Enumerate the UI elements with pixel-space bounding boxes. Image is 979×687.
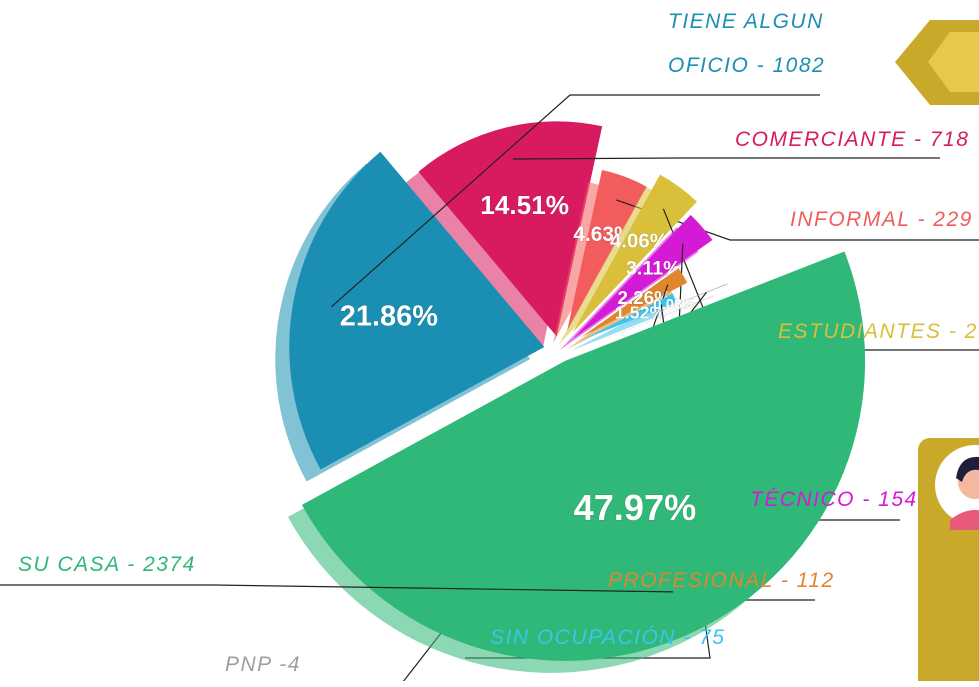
value-label: 0.08% bbox=[653, 297, 695, 313]
pie-slice bbox=[580, 268, 688, 338]
category-label: ESTUDIANTES - 201 bbox=[778, 320, 979, 343]
category-label: TÉCNICO - 154 bbox=[750, 488, 918, 511]
pie-slice bbox=[418, 121, 603, 337]
pie-slice bbox=[583, 293, 677, 340]
decor-chevron-inner bbox=[928, 32, 979, 92]
leader-line bbox=[330, 94, 820, 308]
category-label: INFORMAL - 229 bbox=[790, 208, 973, 231]
category-label: PNP -4 bbox=[225, 653, 301, 676]
value-label: 3.11% bbox=[626, 257, 681, 279]
value-label: 47.97% bbox=[574, 487, 697, 528]
pie-slice bbox=[573, 214, 713, 339]
pie-slice bbox=[301, 251, 866, 661]
pie-slice bbox=[587, 283, 728, 339]
value-label: 1.52% bbox=[615, 302, 666, 322]
pie-slice bbox=[567, 170, 647, 332]
category-label: SIN OCUPACIÓN - 75 bbox=[490, 626, 726, 649]
category-label: COMERCIANTE - 718 bbox=[735, 128, 970, 151]
category-label: SU CASA - 2374 bbox=[18, 553, 196, 576]
leader-line bbox=[512, 157, 940, 160]
leader-line bbox=[0, 584, 674, 593]
value-label: 14.51% bbox=[480, 190, 569, 220]
category-label: PROFESIONAL - 112 bbox=[608, 569, 835, 592]
category-label: TIENE ALGUN OFICIO - 1082 bbox=[668, 10, 826, 77]
decor-avatar-body bbox=[950, 510, 979, 530]
decor-avatar-hair bbox=[956, 457, 979, 482]
value-label: 21.86% bbox=[340, 300, 438, 332]
pie-slice bbox=[289, 151, 545, 470]
slice-depth bbox=[573, 295, 714, 351]
